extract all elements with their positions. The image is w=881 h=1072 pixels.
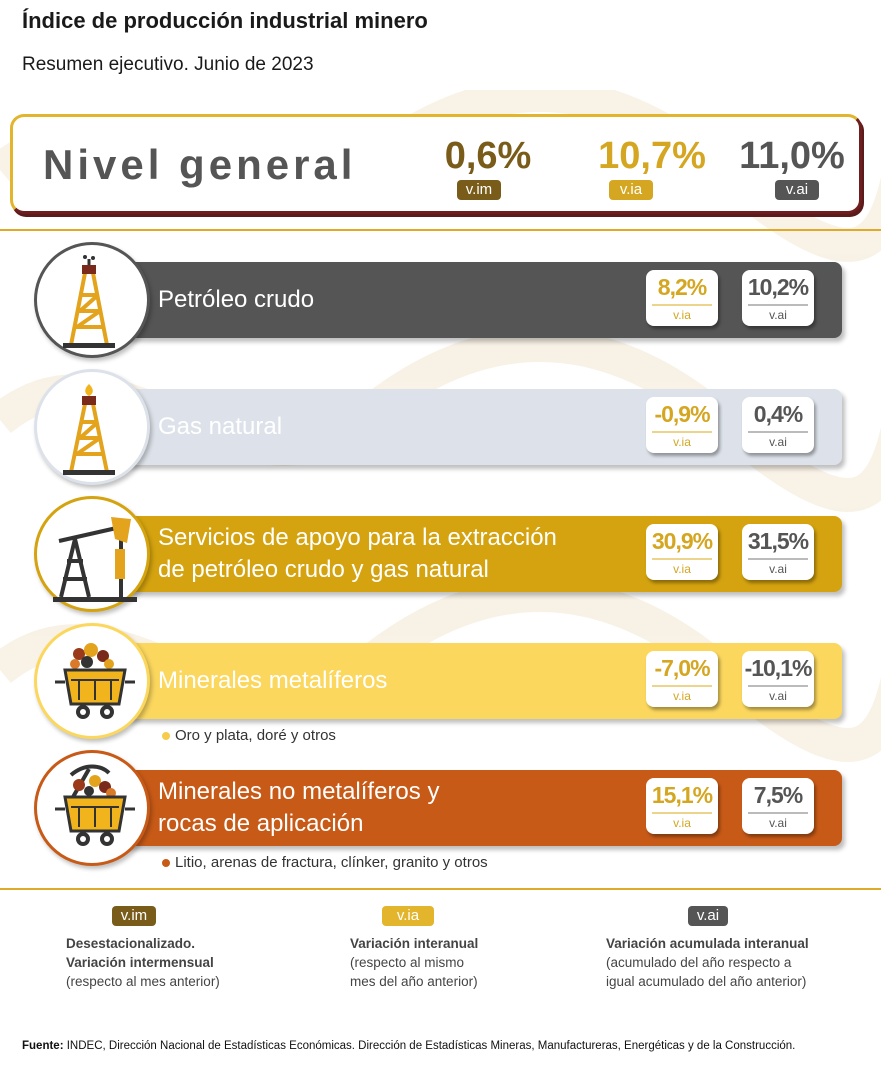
sector-via-label: v.ia xyxy=(652,431,712,449)
sector-via-label: v.ia xyxy=(652,685,712,703)
sector-label: Minerales no metalíferos y rocas de aplic… xyxy=(158,778,440,837)
sector-note: Litio, arenas de fractura, clínker, gran… xyxy=(162,854,488,871)
general-via-value: 10,7% xyxy=(598,135,706,177)
general-vim-badge: v.im xyxy=(457,180,501,200)
sector-vai-label: v.ai xyxy=(748,685,808,703)
sector-vai-box: 7,5% v.ai xyxy=(742,778,814,834)
sector-via-box: 8,2% v.ia xyxy=(646,270,718,326)
sector-via-value: -7,0% xyxy=(654,655,710,681)
sector-vai-value: 7,5% xyxy=(753,782,803,808)
sector-via-value: 15,1% xyxy=(651,782,713,808)
sector-via-value: -0,9% xyxy=(654,401,710,427)
sector-band: Minerales no metalíferos y rocas de aplic… xyxy=(120,770,842,846)
legend-vim-badge: v.im xyxy=(112,906,156,926)
general-vai-badge: v.ai xyxy=(775,180,819,200)
sector-via-value: 8,2% xyxy=(657,274,707,300)
legend-via-badge: v.ia xyxy=(382,906,434,926)
sector-icon-circle xyxy=(34,623,150,739)
sector-vai-value: 10,2% xyxy=(747,274,809,300)
oil-derrick-icon xyxy=(49,255,129,356)
sector-band: Minerales metalíferos -7,0% v.ia -10,1% v.ai xyxy=(120,643,842,719)
sector-vai-box: 10,2% v.ai xyxy=(742,270,814,326)
sector-vai-label: v.ai xyxy=(748,558,808,576)
legend-vai-badge: v.ai xyxy=(688,906,728,926)
sector-via-box: -0,9% v.ia xyxy=(646,397,718,453)
mine-cart-icon xyxy=(49,636,141,731)
page-title: Índice de producción industrial minero xyxy=(22,8,428,33)
sector-via-box: -7,0% v.ia xyxy=(646,651,718,707)
sector-icon-circle xyxy=(34,496,150,612)
sector-vai-label: v.ai xyxy=(748,812,808,830)
general-vim-value: 0,6% xyxy=(444,135,532,177)
bullet-dot-icon xyxy=(162,859,170,868)
sector-vai-label: v.ai xyxy=(748,431,808,449)
sector-note: Oro y plata, doré y otros xyxy=(162,727,336,744)
general-vai-value: 11,0% xyxy=(739,135,845,177)
legend-vim-text: Desestacionalizado. Variación intermensu… xyxy=(66,936,220,989)
sector-vai-value: -10,1% xyxy=(744,655,813,681)
sector-label: Petróleo crudo xyxy=(158,286,315,313)
sector-vai-value: 31,5% xyxy=(747,528,809,554)
top-divider xyxy=(0,229,881,231)
pumpjack-icon xyxy=(49,509,141,610)
sector-band: Gas natural -0,9% v.ia 0,4% v.ai xyxy=(120,389,842,465)
sector-icon-circle xyxy=(34,242,150,358)
sector-via-value: 30,9% xyxy=(651,528,713,554)
sector-band: Petróleo crudo 8,2% v.ia 10,2% v.ai xyxy=(120,262,842,338)
sector-vai-box: 31,5% v.ai xyxy=(742,524,814,580)
sector-via-label: v.ia xyxy=(652,304,712,322)
sector-label: Servicios de apoyo para la extracción de … xyxy=(158,524,557,583)
sector-label: Gas natural xyxy=(158,413,283,440)
sector-label: Minerales metalíferos xyxy=(158,667,388,694)
sector-icon-circle xyxy=(34,750,150,866)
sector-via-label: v.ia xyxy=(652,558,712,576)
sector-via-label: v.ia xyxy=(652,812,712,830)
sector-icon-circle xyxy=(34,369,150,485)
legend-via-text: Variación interanual (respecto al mismo … xyxy=(350,936,479,989)
sector-vai-value: 0,4% xyxy=(753,401,803,427)
gas-derrick-icon xyxy=(49,382,129,483)
page-subtitle: Resumen ejecutivo. Junio de 2023 xyxy=(22,54,314,75)
general-level-label: Nivel general xyxy=(43,141,357,188)
sector-band: Servicios de apoyo para la extracción de … xyxy=(120,516,842,592)
sector-vai-box: -10,1% v.ai xyxy=(742,651,814,707)
bullet-dot-icon xyxy=(162,732,170,741)
source-note: Fuente: INDEC, Dirección Nacional de Est… xyxy=(22,1040,796,1052)
general-via-badge: v.ia xyxy=(609,180,653,200)
mine-cart-pickaxe-icon xyxy=(49,763,141,858)
sector-vai-box: 0,4% v.ai xyxy=(742,397,814,453)
sector-via-box: 30,9% v.ia xyxy=(646,524,718,580)
sector-via-box: 15,1% v.ia xyxy=(646,778,718,834)
sector-vai-label: v.ai xyxy=(748,304,808,322)
legend-vai-text: Variación acumulada interanual (acumulad… xyxy=(606,936,809,989)
bottom-divider xyxy=(0,888,881,890)
general-level-panel: Nivel general 0,6% v.im 10,7% v.ia 11,0%… xyxy=(10,114,862,214)
